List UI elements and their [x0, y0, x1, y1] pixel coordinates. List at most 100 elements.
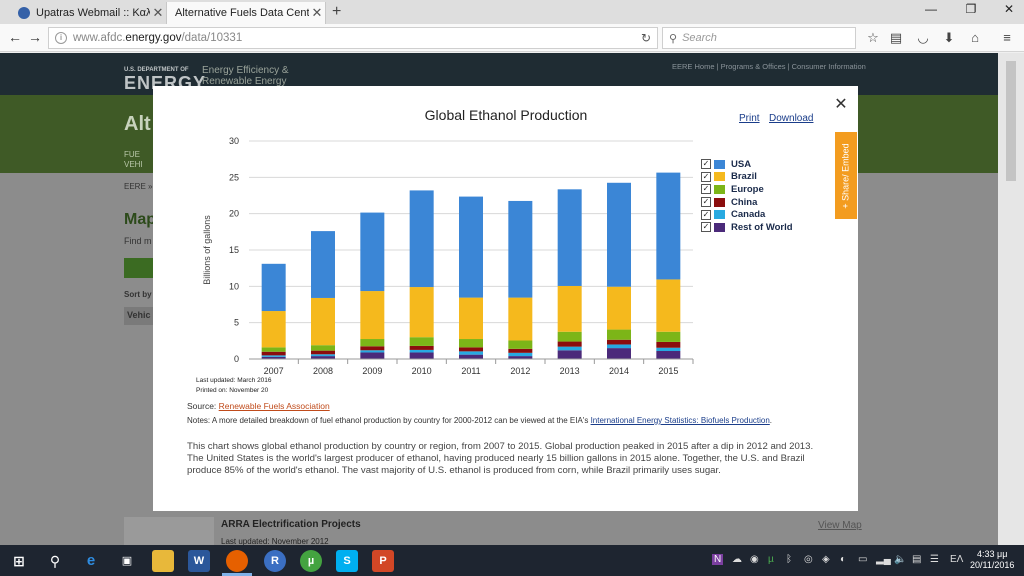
nav-fragment[interactable]: FUE	[124, 150, 140, 159]
sort-label: Sort by	[124, 290, 152, 299]
bar-segment	[360, 350, 385, 353]
chart-description: This chart shows global ethanol producti…	[187, 441, 814, 477]
legend-checkbox[interactable]: ✓	[701, 209, 711, 220]
reload-icon[interactable]: ↻	[640, 31, 651, 45]
site-info-icon[interactable]: i	[55, 32, 67, 44]
search-icon[interactable]: ⚲	[49, 553, 61, 569]
network-icon[interactable]: ▂▄	[876, 554, 891, 565]
file-explorer-icon[interactable]	[152, 550, 174, 572]
chart-legend: ✓ USA ✓ Brazil ✓ Europe ✓ China ✓ Canada ✓ Rest of …	[701, 158, 793, 234]
new-tab-icon[interactable]: +	[332, 3, 342, 20]
source-line: Source: Renewable Fuels Association	[187, 401, 330, 411]
bar-segment	[261, 347, 286, 352]
menu-icon[interactable]: ≡	[1003, 30, 1011, 45]
close-modal-icon[interactable]: ✕	[834, 96, 848, 113]
legend-checkbox[interactable]: ✓	[701, 171, 711, 182]
bluetooth-icon[interactable]: ᛒ	[786, 554, 792, 565]
top-links[interactable]: EERE Home | Programs & Offices | Consume…	[672, 62, 866, 71]
bar-segment	[261, 351, 286, 356]
bar-segment	[557, 331, 582, 342]
y-tick-label: 5	[234, 318, 239, 328]
scrollbar-thumb[interactable]	[1006, 61, 1016, 181]
legend-item[interactable]: ✓ Rest of World	[701, 221, 793, 234]
legend-item[interactable]: ✓ Canada	[701, 208, 793, 221]
utorrent-icon[interactable]: µ	[300, 550, 322, 572]
close-tab-icon[interactable]: ✕	[152, 5, 164, 20]
store-icon[interactable]: ▣	[121, 555, 133, 567]
source-link[interactable]: Renewable Fuels Association	[218, 401, 330, 411]
onenote-tray-icon[interactable]: N	[712, 554, 724, 565]
x-tick-label: 2007	[264, 366, 284, 376]
tray-icon[interactable]: ◐	[840, 554, 847, 565]
powerpoint-icon[interactable]: P	[372, 550, 394, 572]
window-close-icon[interactable]: ✕	[1003, 2, 1015, 16]
minimize-icon[interactable]: —	[925, 2, 937, 16]
forward-icon[interactable]: →	[28, 29, 42, 45]
restore-icon[interactable]: ❐	[965, 2, 977, 16]
last-updated: Last updated: March 2016	[196, 377, 272, 384]
sort-select-fragment[interactable]: Vehic	[124, 307, 156, 325]
legend-checkbox[interactable]: ✓	[701, 159, 711, 170]
address-bar[interactable]: i www.afdc. energy.gov/data/10331 ↻	[48, 27, 658, 49]
pocket-icon[interactable]: ◡	[917, 30, 929, 45]
page-scrollbar[interactable]	[998, 53, 1024, 545]
volume-icon[interactable]: 🔈	[894, 554, 907, 565]
x-tick-label: 2015	[658, 366, 678, 376]
x-tick-label: 2014	[609, 366, 629, 376]
firefox-icon[interactable]	[226, 550, 248, 572]
skype-icon[interactable]: S	[336, 550, 358, 572]
tray-icon[interactable]: ◈	[822, 554, 830, 565]
y-tick-label: 10	[229, 281, 239, 291]
edge-icon[interactable]: e	[86, 552, 96, 569]
bar-segment	[311, 297, 335, 346]
reading-list-icon[interactable]: ▤	[889, 30, 903, 45]
legend-item[interactable]: ✓ USA	[701, 158, 793, 171]
thumbnail[interactable]	[124, 517, 214, 545]
bar-segment	[459, 354, 483, 359]
bar-segment	[409, 349, 434, 353]
utorrent-tray-icon[interactable]: µ	[768, 554, 774, 565]
r-app-icon[interactable]: R	[264, 550, 286, 572]
tray-icon[interactable]: ◎	[804, 554, 813, 565]
green-button-fragment[interactable]	[124, 258, 156, 278]
source-prefix: Source:	[187, 401, 217, 411]
bar-segment	[409, 352, 434, 359]
share-embed-button[interactable]: + Share/ Embed	[835, 132, 857, 219]
tray-icon[interactable]: ◉	[750, 554, 759, 565]
word-icon[interactable]: W	[188, 550, 210, 572]
language-indicator[interactable]: ΕΛ	[950, 554, 964, 565]
tab-webmail[interactable]: Upatras Webmail :: Καλώς... ✕	[10, 2, 166, 24]
tab-afdc[interactable]: Alternative Fuels Data Center... ✕	[166, 2, 326, 24]
home-icon[interactable]: ⌂	[971, 30, 979, 45]
bar-segment	[261, 263, 286, 312]
legend-item[interactable]: ✓ Europe	[701, 183, 793, 196]
legend-item[interactable]: ✓ China	[701, 196, 793, 209]
notification-icon[interactable]: ☰	[930, 554, 939, 565]
bar-segment	[360, 346, 385, 351]
cloud-icon[interactable]: ☁	[732, 554, 742, 565]
legend-checkbox[interactable]: ✓	[701, 197, 711, 208]
windows-start-icon[interactable]: ⊞	[13, 553, 25, 569]
legend-item[interactable]: ✓ Brazil	[701, 171, 793, 184]
notes-link[interactable]: International Energy Statistics: Biofuel…	[590, 416, 770, 425]
taskbar-clock[interactable]: 4:33 μμ 20/11/2016	[970, 549, 1014, 571]
close-tab-icon[interactable]: ✕	[311, 5, 323, 20]
print-link[interactable]: Print	[739, 113, 760, 124]
download-icon[interactable]: ⬇	[943, 30, 955, 45]
bookmark-star-icon[interactable]: ☆	[867, 30, 879, 45]
legend-checkbox[interactable]: ✓	[701, 184, 711, 195]
nav-fragment[interactable]: VEHI	[124, 160, 143, 169]
section-title-fragment: Map	[124, 211, 156, 228]
keyboard-icon[interactable]: ▤	[912, 554, 922, 565]
battery-icon[interactable]: ▭	[858, 554, 868, 565]
arra-title[interactable]: ARRA Electrification Projects	[221, 519, 361, 530]
chart-title: Global Ethanol Production	[425, 107, 588, 123]
legend-checkbox[interactable]: ✓	[701, 222, 711, 233]
breadcrumb[interactable]: EERE »	[124, 182, 153, 191]
back-icon[interactable]: ←	[8, 29, 22, 45]
view-map-link[interactable]: View Map	[818, 520, 862, 531]
bar-segment	[557, 346, 582, 351]
download-link[interactable]: Download	[769, 113, 814, 124]
bar-segment	[409, 287, 434, 338]
search-input[interactable]: ⚲ Search	[662, 27, 856, 49]
